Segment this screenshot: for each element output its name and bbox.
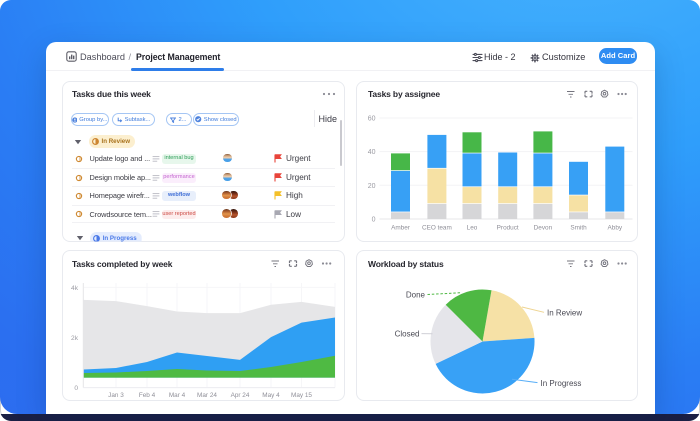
svg-text:Apr 24: Apr 24 bbox=[231, 392, 250, 399]
svg-text:4k: 4k bbox=[71, 285, 79, 292]
svg-text:0: 0 bbox=[74, 385, 78, 392]
svg-text:Mar 4: Mar 4 bbox=[169, 392, 186, 399]
svg-text:Jan 3: Jan 3 bbox=[108, 392, 124, 399]
svg-text:In Review: In Review bbox=[547, 309, 582, 318]
svg-text:Product: Product bbox=[496, 225, 518, 232]
svg-text:Smith: Smith bbox=[570, 225, 587, 232]
svg-text:60: 60 bbox=[367, 116, 375, 123]
svg-text:May 4: May 4 bbox=[262, 392, 280, 399]
svg-text:Leo: Leo bbox=[466, 225, 477, 232]
svg-text:Abby: Abby bbox=[607, 225, 622, 232]
svg-text:Closed: Closed bbox=[394, 330, 419, 339]
svg-text:0: 0 bbox=[371, 217, 375, 224]
svg-text:CEO team: CEO team bbox=[421, 225, 451, 232]
svg-text:Mar 24: Mar 24 bbox=[197, 392, 217, 399]
svg-text:Done: Done bbox=[405, 291, 425, 300]
svg-text:20: 20 bbox=[367, 183, 375, 190]
svg-text:In Progress: In Progress bbox=[540, 379, 581, 388]
svg-text:Feb 4: Feb 4 bbox=[139, 392, 156, 399]
svg-text:Amber: Amber bbox=[391, 225, 411, 232]
svg-text:2k: 2k bbox=[71, 335, 79, 342]
svg-text:Devon: Devon bbox=[533, 225, 552, 232]
svg-text:40: 40 bbox=[367, 149, 375, 156]
svg-text:May 15: May 15 bbox=[291, 392, 312, 399]
